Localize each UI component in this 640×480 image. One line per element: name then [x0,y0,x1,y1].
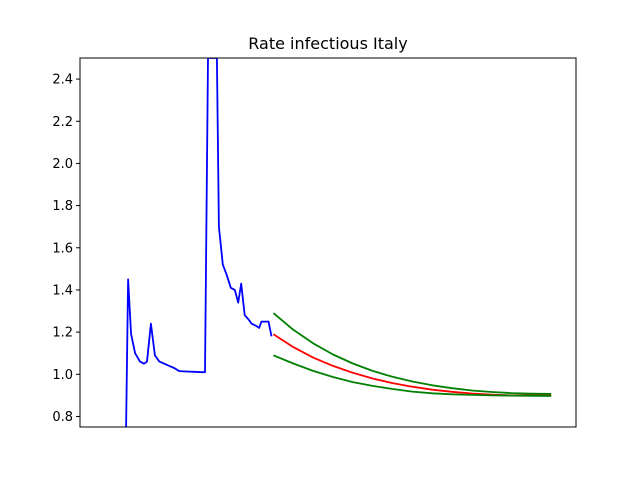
y-tick-label: 1.4 [52,283,73,298]
plot-frame [79,57,577,428]
y-tick-label: 1.0 [52,368,73,383]
series-line-0 [125,58,273,427]
series-layer [125,58,552,427]
y-tick-label: 2.2 [52,115,73,130]
y-tick-label: 2.0 [52,157,73,172]
y-tick-label: 1.6 [52,241,73,256]
y-tick-label: 1.2 [52,326,73,341]
y-tick-label: 1.8 [52,199,73,214]
chart-title: Rate infectious Italy [248,34,407,53]
y-tick-label: 2.4 [52,73,73,88]
y-tick-label: 0.8 [52,410,73,425]
plot-area [80,58,576,427]
series-line-2 [272,312,552,395]
y-axis: 0.8 1.0 1.2 1.4 1.6 1.8 2.0 2.2 2.4 [52,73,80,425]
series-line-3 [273,354,552,397]
